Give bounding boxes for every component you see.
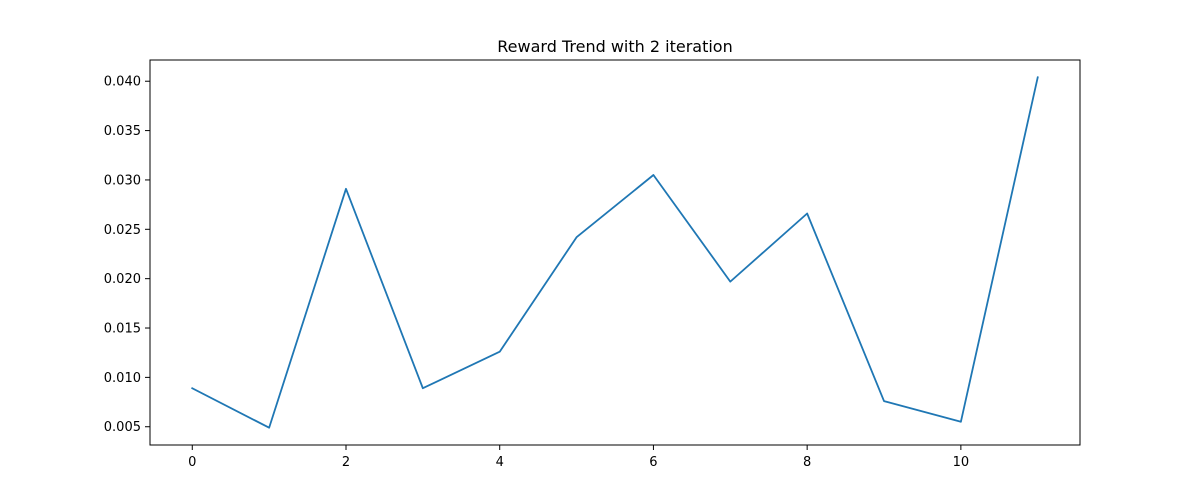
series-group xyxy=(191,76,1039,429)
x-tick-label: 10 xyxy=(953,455,970,470)
x-tick-label: 4 xyxy=(496,455,504,470)
series-line xyxy=(191,76,1039,429)
x-tick-label: 8 xyxy=(803,455,811,470)
y-tick-label: 0.015 xyxy=(104,322,141,337)
y-tick-label: 0.010 xyxy=(104,371,141,386)
x-tick-label: 6 xyxy=(649,455,657,470)
x-tick-label: 0 xyxy=(188,455,196,470)
x-tick-label: 2 xyxy=(342,455,350,470)
plot-frame xyxy=(149,59,1081,446)
y-tick-label: 0.040 xyxy=(104,75,141,90)
y-tick-label: 0.035 xyxy=(104,124,141,139)
x-axis: 0 2 4 6 8 10 xyxy=(188,445,969,470)
y-axis: 0.005 0.010 0.015 0.020 0.025 0.030 0.035 0.040 xyxy=(104,75,150,435)
y-tick-label: 0.030 xyxy=(104,173,141,188)
chart-title: Reward Trend with 2 iteration xyxy=(497,37,732,56)
y-tick-label: 0.025 xyxy=(104,223,141,238)
y-tick-label: 0.005 xyxy=(104,420,141,435)
y-tick-label: 0.020 xyxy=(104,272,141,287)
